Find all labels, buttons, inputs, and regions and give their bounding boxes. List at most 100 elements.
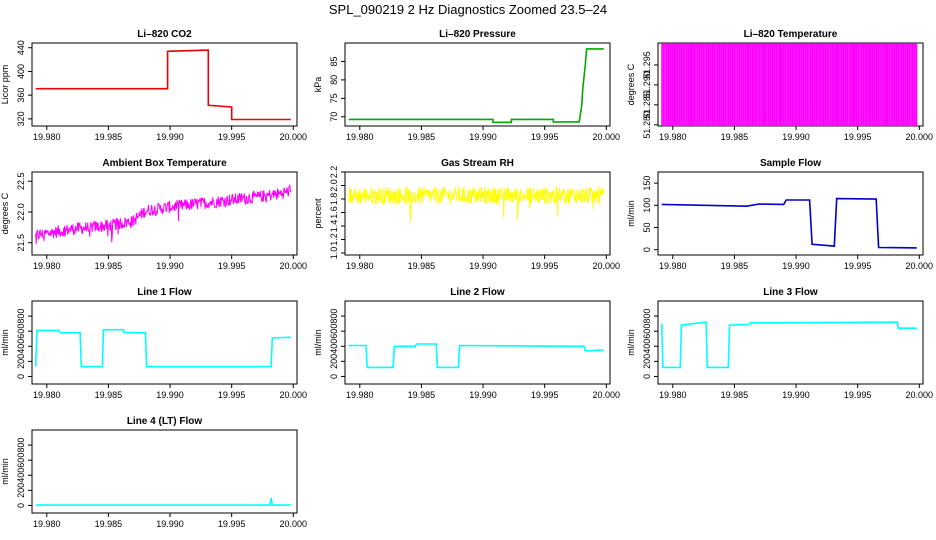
y-tick-label: 51.290 (642, 71, 652, 99)
y-tick-label: 2.2 (329, 166, 339, 179)
x-tick-label: 20.000 (280, 261, 308, 271)
x-tick-label: 19.995 (218, 519, 246, 529)
series-line (661, 43, 918, 127)
y-tick-label: 1.6 (329, 206, 339, 219)
y-axis-label: degrees C (626, 63, 636, 105)
x-tick-label: 20.000 (906, 132, 934, 142)
x-tick-label: 19.985 (95, 261, 123, 271)
plot-frame (344, 171, 611, 256)
y-tick-label: 85 (329, 56, 339, 66)
x-tick-label: 19.985 (95, 132, 123, 142)
y-tick-label: 400 (16, 339, 26, 354)
y-tick-label: 1.2 (329, 233, 339, 246)
y-tick-label: 440 (16, 40, 26, 55)
x-tick-label: 19.995 (844, 261, 872, 271)
plot-frame (657, 300, 924, 385)
x-tick-label: 19.995 (218, 132, 246, 142)
y-tick-label: 70 (329, 112, 339, 122)
y-tick-label: 800 (16, 309, 26, 324)
y-axis-label: Licor ppm (0, 65, 10, 105)
plot-frame (31, 300, 298, 385)
x-tick-label: 20.000 (593, 390, 621, 400)
y-tick-label: 0 (642, 374, 652, 379)
x-tick-label: 19.985 (95, 519, 123, 529)
y-tick-label: 600 (329, 324, 339, 339)
series-line (660, 321, 917, 369)
x-tick-label: 19.995 (531, 390, 559, 400)
x-tick-label: 19.990 (156, 519, 184, 529)
series-line (35, 183, 292, 245)
x-tick-label: 19.995 (531, 261, 559, 271)
panel-title: Line 2 Flow (450, 287, 505, 298)
x-tick-label: 19.990 (156, 390, 184, 400)
panel-title: Gas Stream RH (441, 158, 514, 169)
series-line (35, 49, 291, 121)
y-tick-label: 22.0 (16, 203, 26, 221)
panel-title: Li–820 Pressure (439, 29, 516, 40)
x-tick-label: 19.990 (782, 390, 810, 400)
panel-title: Line 4 (LT) Flow (127, 416, 203, 427)
y-tick-label: 800 (642, 309, 652, 324)
x-tick-label: 19.980 (33, 132, 61, 142)
x-tick-label: 20.000 (906, 390, 934, 400)
x-tick-label: 19.980 (659, 132, 687, 142)
panel-5: Gas Stream RH percent 19.980 19.985 19.990 19… (313, 158, 620, 271)
x-tick-label: 19.985 (721, 261, 749, 271)
y-tick-label: 600 (16, 324, 26, 339)
y-tick-label: 22.5 (16, 172, 26, 190)
y-tick-label: 1.8 (329, 193, 339, 206)
y-tick-label: 600 (16, 453, 26, 468)
panel-10: Line 4 (LT) Flow ml/min 19.980 19.985 19.990… (0, 416, 307, 529)
y-tick-label: 50 (642, 222, 652, 232)
x-tick-label: 20.000 (280, 519, 308, 529)
y-tick-label: 400 (16, 64, 26, 79)
panel-title: Line 3 Flow (763, 287, 818, 298)
x-tick-label: 20.000 (593, 261, 621, 271)
series-line (661, 197, 917, 249)
y-tick-label: 200 (16, 354, 26, 369)
x-tick-label: 19.980 (346, 132, 374, 142)
y-tick-label: 200 (329, 354, 339, 369)
figure-title: SPL_090219 2 Hz Diagnostics Zoomed 23.5–… (328, 2, 608, 17)
panel-2: Li–820 Pressure kPa 19.980 19.985 19.990 19.9… (313, 29, 620, 142)
panel-8: Line 2 Flow ml/min 19.980 19.985 19.990 19.99… (313, 287, 620, 400)
series-line (348, 343, 604, 369)
plot-frame (31, 429, 298, 514)
y-tick-label: 51.280 (642, 111, 652, 139)
y-tick-label: 0 (642, 247, 652, 252)
x-tick-label: 19.980 (346, 390, 374, 400)
series-line (34, 328, 291, 368)
x-tick-label: 19.990 (469, 261, 497, 271)
x-tick-label: 19.990 (782, 261, 810, 271)
x-tick-label: 19.985 (721, 390, 749, 400)
x-tick-label: 19.995 (844, 390, 872, 400)
x-tick-label: 19.980 (33, 390, 61, 400)
y-tick-label: 320 (16, 111, 26, 126)
panel-title: Ambient Box Temperature (102, 158, 227, 169)
plot-frame (344, 300, 611, 385)
x-tick-label: 20.000 (280, 390, 308, 400)
y-tick-label: 1.4 (329, 220, 339, 233)
x-tick-label: 19.980 (33, 519, 61, 529)
panel-1: Li–820 CO2 Licor ppm 19.980 19.985 19.990 19.… (0, 29, 307, 142)
y-tick-label: 800 (16, 438, 26, 453)
y-axis-label: degrees C (0, 192, 10, 234)
y-axis-label: kPa (313, 77, 323, 93)
y-tick-label: 75 (329, 93, 339, 103)
x-tick-label: 20.000 (593, 132, 621, 142)
series-line (348, 48, 604, 124)
y-tick-label: 600 (642, 324, 652, 339)
y-tick-label: 150 (642, 176, 652, 191)
y-tick-label: 400 (329, 339, 339, 354)
x-tick-label: 20.000 (906, 261, 934, 271)
x-tick-label: 20.000 (280, 132, 308, 142)
y-axis-label: ml/min (626, 329, 636, 356)
y-tick-label: 0 (16, 374, 26, 379)
y-tick-label: 800 (329, 309, 339, 324)
panel-title: Li–820 Temperature (744, 29, 838, 40)
y-axis-label: ml/min (0, 329, 10, 356)
y-tick-label: 2.0 (329, 179, 339, 192)
y-tick-label: 400 (642, 339, 652, 354)
